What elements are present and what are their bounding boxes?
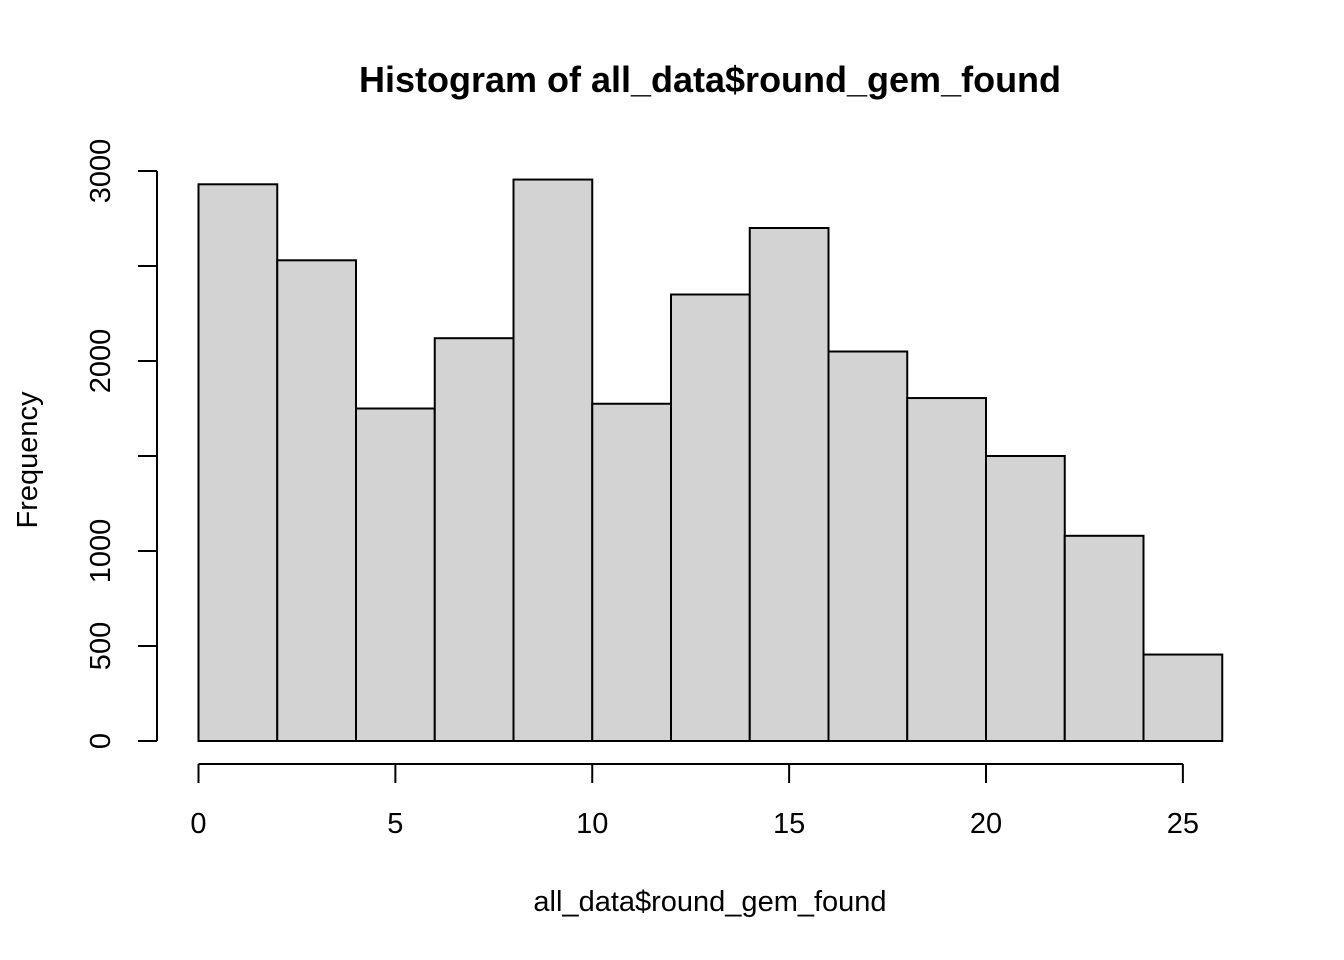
histogram-bar-4	[512, 178, 594, 743]
x-tick-label-3: 15	[773, 808, 805, 840]
x-axis: 0 5 10 15 20 25	[190, 763, 1199, 840]
y-axis: 0 500 1000 2000 3000	[85, 139, 158, 749]
histogram-bar-7	[748, 227, 830, 742]
y-tick-label-0: 0	[85, 733, 117, 749]
histogram-bar-10	[985, 455, 1066, 742]
x-tick-label-1: 5	[387, 808, 403, 840]
histogram-bar-12	[1142, 653, 1224, 742]
y-tick-label-2: 1000	[85, 519, 117, 584]
x-tick-label-0: 0	[190, 808, 206, 840]
histogram-bar-6	[670, 293, 751, 742]
x-tick-label-5: 25	[1167, 808, 1199, 840]
chart-title: Histogram of all_data$round_gem_found	[359, 59, 1061, 100]
histogram-bar-11	[1063, 534, 1145, 742]
x-axis-label: all_data$round_gem_found	[533, 886, 886, 918]
histogram-bar-9	[906, 397, 987, 742]
histogram-bar-5	[591, 402, 672, 742]
y-tick-label-6: 3000	[85, 139, 117, 204]
bars-group	[197, 178, 1224, 743]
histogram-bar-2	[355, 407, 436, 742]
histogram-bar-1	[276, 259, 357, 742]
x-tick-label-2: 10	[576, 808, 608, 840]
x-tick-label-4: 20	[970, 808, 1002, 840]
y-tick-label-1: 500	[85, 622, 117, 670]
y-axis-label: Frequency	[12, 391, 44, 529]
histogram-bar-0	[197, 183, 279, 743]
y-tick-label-4: 2000	[85, 329, 117, 394]
histogram-bar-3	[433, 337, 515, 742]
histogram-bar-8	[827, 350, 909, 742]
